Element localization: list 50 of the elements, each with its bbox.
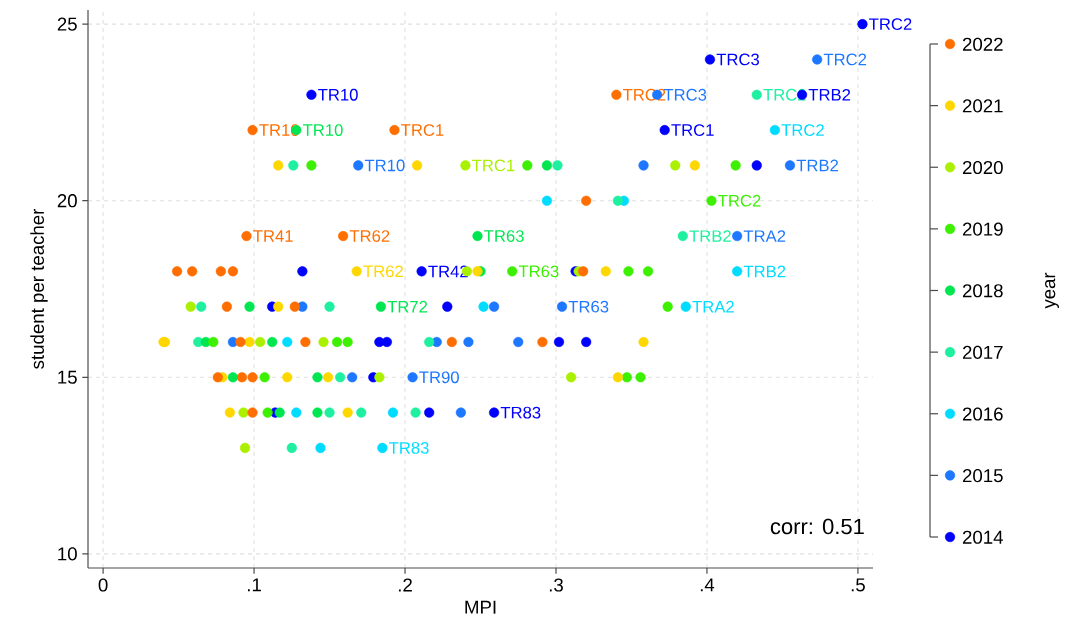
legend-label: 2021 (962, 99, 1003, 113)
annotation: TR83 (500, 406, 541, 419)
x-tick-label: .3 (549, 578, 563, 592)
y-tick-label: 15 (58, 370, 77, 384)
annotation: TRB2 (808, 88, 851, 101)
annotation: TR10 (318, 88, 358, 101)
annotation: TRA2 (692, 300, 734, 313)
annotation: TR62 (349, 230, 390, 242)
legend-label: 2017 (962, 345, 1003, 359)
y-tick-label: 25 (57, 17, 77, 31)
annotation: TRC2 (823, 53, 867, 66)
annotation: TRC2 (781, 124, 824, 136)
legend-label: 2015 (962, 469, 1003, 483)
y-tick-label: 20 (57, 194, 77, 208)
x-tick-label: .5 (851, 578, 865, 592)
x-tick-label: .2 (398, 578, 412, 592)
annotation: TRA2 (743, 230, 786, 242)
annotation: corr: 0.51 (770, 518, 864, 535)
y-tick-label: 10 (58, 547, 77, 561)
annotation: TR10 (364, 159, 405, 172)
annotation: TR41 (253, 230, 293, 242)
annotation: TRC1 (671, 124, 714, 136)
legend-label: 2022 (962, 37, 1003, 51)
annotation: TRC1 (472, 159, 515, 172)
annotation: TR63 (484, 230, 524, 242)
annotation: TR72 (387, 300, 428, 313)
annotation: TR63 (518, 265, 559, 278)
annotation: TR10 (302, 124, 343, 136)
x-tick-label: .4 (700, 578, 715, 592)
legend-title: year (1045, 272, 1059, 309)
legend-label: 2016 (962, 407, 1003, 421)
annotation: TRB2 (743, 265, 786, 278)
annotation: TRC2 (718, 194, 761, 207)
legend-label: 2018 (962, 284, 1003, 298)
annotation: TRC1 (401, 124, 444, 136)
annotation: TR90 (419, 371, 459, 384)
annotation: TRB2 (796, 159, 838, 172)
legend-label: 2014 (962, 530, 1003, 544)
x-tick-label: 0 (98, 578, 108, 592)
annotation: TR62 (363, 265, 403, 278)
annotation: TRB2 (689, 230, 731, 242)
y-axis-title: student per teacher (30, 208, 48, 369)
annotation: TRC3 (716, 53, 760, 66)
legend-label: 2020 (962, 160, 1003, 175)
x-axis-title: MPI (465, 600, 496, 614)
x-tick-label: .1 (247, 578, 261, 592)
annotation: TR83 (389, 442, 429, 454)
annotation: TRC2 (869, 18, 912, 31)
legend-label: 2019 (962, 222, 1003, 236)
annotation: TR63 (568, 300, 609, 313)
